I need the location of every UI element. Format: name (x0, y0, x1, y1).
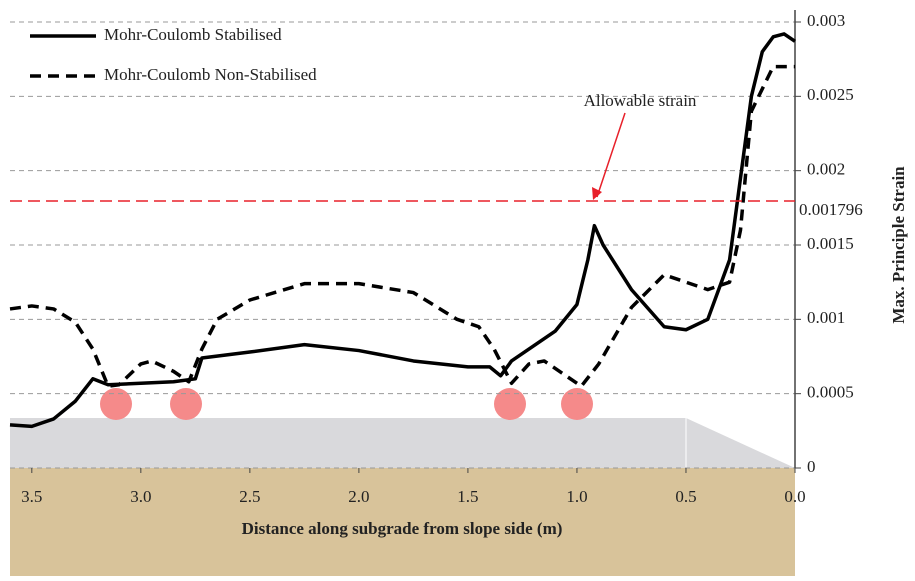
annotation-arrow (596, 112, 626, 198)
subgrade-slab (10, 418, 795, 468)
y-tick-label: 0.0025 (807, 85, 854, 104)
x-tick-label: 1.0 (566, 487, 587, 506)
legend-label: Mohr-Coulomb Stabilised (104, 25, 282, 44)
y-tick-label: 0.002 (807, 160, 845, 179)
x-tick-label: 1.5 (457, 487, 478, 506)
x-tick-label: 2.0 (348, 487, 369, 506)
x-axis-label: Distance along subgrade from slope side … (242, 519, 563, 538)
pile (100, 388, 132, 420)
x-tick-label: 0.5 (675, 487, 696, 506)
x-tick-label: 3.0 (130, 487, 151, 506)
x-tick-label: 3.5 (21, 487, 42, 506)
y-tick-label: 0 (807, 457, 816, 476)
x-tick-label: 2.5 (239, 487, 260, 506)
y-tick-label: 0.003 (807, 11, 845, 30)
legend-label: Mohr-Coulomb Non-Stabilised (104, 65, 317, 84)
y-tick-label: 0.001 (807, 308, 845, 327)
pile (561, 388, 593, 420)
series-line (9, 32, 796, 429)
series-line (9, 64, 795, 388)
y-tick-label: 0.0005 (807, 383, 854, 402)
annotation: Allowable strain (584, 91, 697, 110)
pile (494, 388, 526, 420)
y-axis-label: Max. Principle Strain (889, 166, 908, 324)
y-tick-label: 0.0015 (807, 234, 854, 253)
pile-markers (100, 388, 593, 420)
ground (10, 468, 795, 576)
arrow-head (592, 186, 602, 200)
threshold-label: 0.001796 (799, 200, 863, 219)
pile (170, 388, 202, 420)
x-tick-label: 0.0 (784, 487, 805, 506)
